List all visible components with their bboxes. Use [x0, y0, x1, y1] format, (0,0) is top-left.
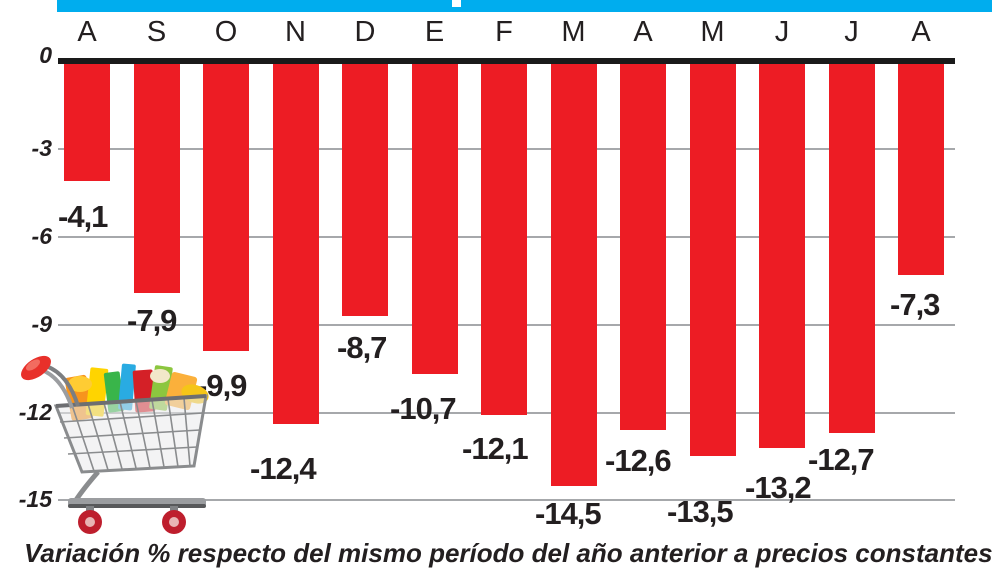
title-strip-notch: [452, 0, 461, 7]
bar-value-label: -13,2: [745, 470, 812, 505]
y-tick-label: -3: [31, 135, 52, 162]
bar-M-7: [550, 63, 597, 486]
bar-A-0: [64, 63, 110, 182]
gridline: [58, 499, 955, 502]
bar-J-10: [759, 63, 805, 448]
month-label: M: [700, 16, 725, 48]
month-label: E: [424, 16, 445, 48]
y-tick-label: -6: [31, 223, 52, 249]
month-label: A: [77, 16, 97, 48]
bar-value-label: -12,7: [808, 442, 875, 477]
month-label: J: [774, 16, 790, 48]
month-label: O: [214, 16, 238, 48]
bar-M-9: [689, 63, 736, 457]
cart-handle: [21, 355, 80, 409]
y-tick-label: -15: [18, 486, 52, 513]
bar-E-5: [411, 63, 458, 375]
y-tick-label: 0: [39, 41, 52, 68]
month-label: A: [911, 16, 931, 48]
bar-J-11: [828, 63, 875, 433]
title-strip: [57, 0, 992, 12]
bar-D-4: [342, 63, 388, 316]
bar-value-label: -7,3: [890, 287, 940, 322]
bar-value-label: -14,5: [535, 496, 602, 531]
y-tick-label: -12: [18, 398, 52, 425]
bar-value-label: -13,5: [667, 494, 734, 529]
cart-base: [68, 470, 206, 508]
month-label: D: [354, 16, 376, 48]
bar-value-label: -12,4: [250, 451, 317, 486]
bar-N-3: [272, 63, 319, 425]
bar-value-label: -12,6: [605, 443, 672, 478]
month-label: S: [146, 16, 167, 48]
shopping-cart-image: [21, 355, 209, 534]
month-label: M: [561, 16, 586, 48]
bar-value-label: -10,7: [390, 391, 457, 426]
basket: [53, 394, 208, 474]
month-label: A: [633, 16, 653, 48]
caption: Variación % respecto del mismo período d…: [24, 538, 992, 568]
cart-wheels: [78, 506, 186, 534]
bar-F-6: [481, 63, 527, 416]
bar-value-label: -12,1: [462, 431, 529, 466]
zero-axis-line: [58, 58, 955, 64]
month-label: N: [285, 16, 306, 48]
month-label: F: [495, 16, 513, 48]
bar-O-2: [203, 63, 249, 352]
bar-value-label: -4,1: [58, 199, 108, 234]
bar-S-1: [133, 63, 180, 293]
bar-value-label: -7,9: [127, 303, 177, 338]
bar-A-12: [898, 63, 944, 276]
y-tick-label: -9: [31, 310, 52, 337]
month-label: J: [844, 16, 859, 48]
bar-value-label: -8,7: [337, 330, 387, 365]
bar-A-8: [620, 63, 666, 431]
